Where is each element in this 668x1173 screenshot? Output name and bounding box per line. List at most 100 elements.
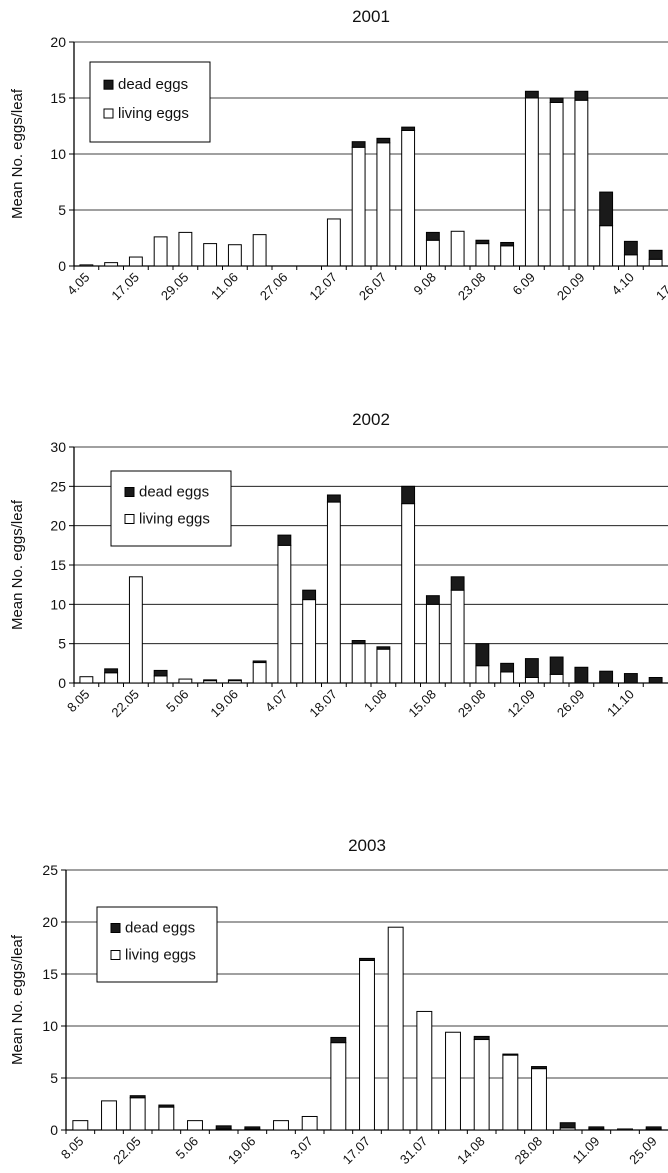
bar-dead-eggs [574, 666, 589, 684]
x-tick-label: 6.09 [509, 270, 538, 299]
legend-swatch [110, 950, 121, 960]
bar-dead-eggs [425, 231, 440, 241]
x-tick-label: 8.05 [58, 1134, 87, 1163]
legend-swatch [110, 923, 121, 933]
bar-dead-eggs [588, 1126, 605, 1130]
bar-living-eggs [524, 676, 539, 684]
bar-living-eggs [524, 97, 539, 267]
y-tick-label: 10 [42, 1018, 58, 1034]
x-tick-label: 22.05 [108, 687, 142, 721]
chart-2003: 2003 0 5 10 15 20 25 Mean No. eggs/leaf 8.05 22.0… [9, 836, 668, 1167]
y-tick-label: 20 [42, 914, 58, 930]
bar-dead-eggs [524, 658, 539, 678]
y-tick-label: 10 [50, 596, 66, 612]
bar-living-eggs [623, 254, 638, 267]
chart-title: 2002 [352, 410, 390, 429]
bar-living-eggs [599, 225, 614, 267]
bar-living-eggs [187, 1120, 203, 1131]
bar-dead-eggs [450, 576, 465, 591]
legend-label: living eggs [125, 947, 196, 964]
bar-dead-eggs [302, 589, 317, 601]
x-tick-label: 11.06 [208, 270, 241, 303]
y-tick-label: 5 [58, 636, 66, 652]
chart-2001: 2001 0 5 10 15 20 Mean No. eggs/leaf 4.05 17.05 2… [9, 7, 668, 303]
x-tick-label: 11.10 [604, 687, 637, 720]
bar-living-eggs [376, 142, 391, 267]
x-tick-label: 3.07 [287, 1134, 316, 1163]
bar-dead-eggs [401, 485, 416, 505]
bar-living-eggs [401, 129, 416, 267]
bar-dead-eggs [648, 249, 663, 260]
bar-living-eggs [473, 1039, 490, 1131]
bar-living-eggs [549, 673, 564, 684]
bar-living-eggs [531, 1068, 547, 1131]
bar-living-eggs [648, 258, 663, 267]
bar-living-eggs [425, 603, 440, 684]
y-tick-label: 25 [42, 862, 58, 878]
legend-box [96, 906, 218, 983]
bar-dead-eggs [502, 1053, 519, 1056]
bar-living-eggs [445, 1031, 461, 1131]
bar-living-eggs [326, 218, 341, 267]
bar-living-eggs [301, 1115, 318, 1131]
bar-dead-eggs [376, 137, 391, 144]
bar-living-eggs [326, 501, 341, 684]
x-tick-label: 28.08 [512, 1134, 546, 1168]
x-tick-label: 14.08 [454, 1134, 488, 1168]
bar-dead-eggs [215, 1125, 232, 1130]
legend-box [110, 470, 232, 547]
x-tick-label: 31.07 [397, 1134, 431, 1168]
bar-dead-eggs [599, 670, 614, 684]
bar-dead-eggs [574, 90, 589, 101]
y-tick-label: 15 [50, 557, 66, 573]
bar-living-eggs [502, 1054, 519, 1131]
bar-dead-eggs [473, 1035, 490, 1041]
x-tick-label: 22.05 [110, 1134, 144, 1168]
x-tick-label: 29.05 [158, 270, 192, 304]
bar-dead-eggs [401, 126, 416, 131]
y-tick-label: 20 [50, 34, 66, 50]
bar-living-eggs [79, 676, 94, 684]
chart-title: 2003 [348, 836, 386, 855]
bar-dead-eggs [475, 643, 490, 667]
bar-living-eggs [252, 662, 267, 684]
x-tick-label: 15.08 [405, 687, 439, 721]
bar-dead-eggs [500, 662, 515, 673]
bar-dead-eggs [531, 1066, 547, 1070]
bar-living-eggs [128, 256, 143, 267]
bar-living-eggs [104, 262, 119, 267]
bar-living-eggs [153, 236, 168, 267]
bar-dead-eggs [559, 1122, 576, 1129]
bar-dead-eggs [623, 673, 638, 684]
y-tick-label: 0 [58, 675, 66, 691]
bar-dead-eggs [330, 1036, 347, 1044]
bar-living-eggs [203, 243, 218, 267]
bar-dead-eggs [227, 679, 242, 682]
x-tick-label: 27.06 [257, 270, 291, 304]
bar-living-eggs [500, 671, 515, 684]
x-tick-label: 12.09 [504, 687, 538, 721]
bar-dead-eggs [203, 679, 218, 682]
bar-dead-eggs [648, 676, 663, 684]
x-tick-label: 26.07 [356, 270, 390, 304]
bar-dead-eggs [351, 640, 366, 645]
bar-dead-eggs [277, 534, 292, 546]
legend-swatch [103, 79, 114, 90]
legend-label: living eggs [118, 105, 189, 122]
y-tick-label: 0 [50, 1122, 58, 1138]
bar-dead-eggs [129, 1095, 146, 1099]
x-tick-label: 4.07 [262, 687, 291, 716]
bar-living-eggs [401, 503, 416, 684]
bar-living-eggs [79, 264, 94, 267]
x-tick-label: 25.09 [626, 1134, 660, 1168]
y-axis-label: Mean No. eggs/leaf [9, 88, 26, 219]
y-tick-label: 5 [58, 202, 66, 218]
bar-dead-eggs [252, 660, 267, 664]
x-tick-label: 4.05 [64, 270, 93, 299]
bar-dead-eggs [326, 494, 341, 503]
chart-2002: 2002 0 5 10 15 20 25 30 Mean No. eggs/leaf 8.05 22… [9, 410, 668, 720]
bar-living-eggs [129, 1097, 146, 1131]
x-tick-label: 29.08 [455, 687, 489, 721]
legend-box [89, 61, 211, 143]
